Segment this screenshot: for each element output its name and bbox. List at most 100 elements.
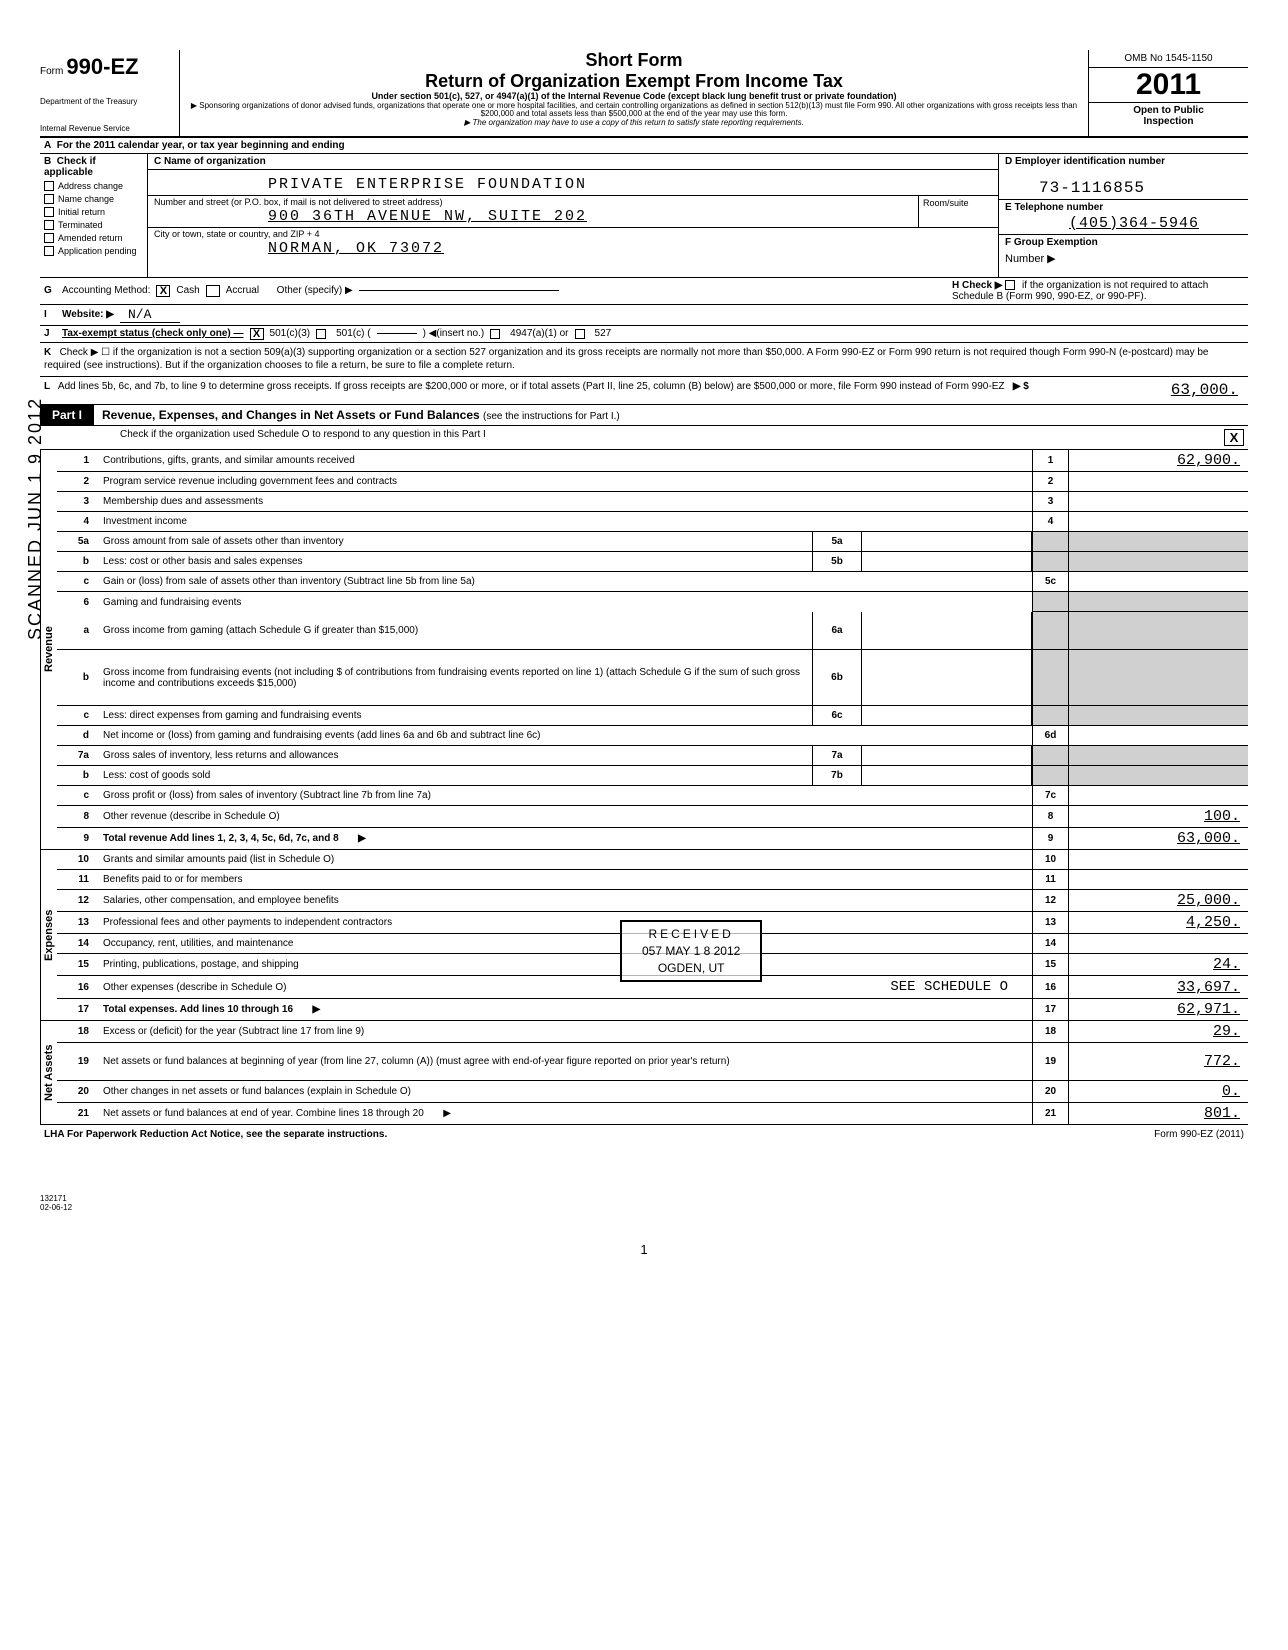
- line-l: L Add lines 5b, 6c, and 7b, to line 9 to…: [40, 377, 1248, 406]
- line-7a: 7a Gross sales of inventory, less return…: [57, 746, 1248, 766]
- title-small1: ▶ Sponsoring organizations of donor advi…: [188, 102, 1080, 119]
- col-b-checkboxes: B Check if applicable Address change Nam…: [40, 154, 148, 277]
- other-specify: Other (specify) ▶: [277, 285, 353, 296]
- form-number: 990-EZ: [66, 54, 138, 79]
- cb-501c3[interactable]: X: [250, 328, 264, 340]
- cb-cash[interactable]: X: [156, 285, 170, 297]
- opt-4947: 4947(a)(1) or: [510, 328, 568, 339]
- line-21: 21 Net assets or fund balances at end of…: [57, 1103, 1248, 1124]
- letter-j: J: [44, 328, 62, 339]
- line-5c: c Gain or (loss) from sale of assets oth…: [57, 572, 1248, 592]
- cb-accrual[interactable]: [206, 285, 220, 297]
- phone-value: (405)364-5946: [999, 215, 1248, 235]
- dept-treasury: Department of the Treasury: [40, 98, 173, 107]
- accounting-method-label: Accounting Method:: [62, 285, 150, 296]
- header-center: Short Form Return of Organization Exempt…: [180, 50, 1088, 136]
- line-k: K Check ▶ ☐ if the organization is not a…: [40, 343, 1248, 377]
- check-o-box[interactable]: X: [1224, 429, 1244, 446]
- net-assets-label: Net Assets: [40, 1021, 57, 1124]
- insert-no: ) ◀(insert no.): [423, 328, 485, 339]
- row-a-text: For the 2011 calendar year, or tax year …: [57, 140, 345, 151]
- line-19: 19 Net assets or fund balances at beginn…: [57, 1043, 1248, 1081]
- title-main: Return of Organization Exempt From Incom…: [188, 71, 1080, 92]
- form-ref: Form 990-EZ (2011): [1154, 1129, 1244, 1140]
- received-l2: 057 MAY 1 8 2012: [642, 943, 740, 960]
- received-l4: OGDEN, UT: [642, 960, 740, 977]
- city-value: NORMAN, OK 73072: [148, 240, 998, 259]
- line-8: 8 Other revenue (describe in Schedule O)…: [57, 806, 1248, 828]
- group-exemption-number: Number ▶: [999, 250, 1248, 277]
- part-1-title: Revenue, Expenses, and Changes in Net As…: [94, 405, 1248, 425]
- opt-501c3: 501(c)(3): [270, 328, 311, 339]
- letter-l: L: [44, 381, 50, 392]
- letter-k: K: [44, 347, 51, 358]
- h-check-label: H Check ▶: [952, 280, 1002, 291]
- revenue-body: 1 Contributions, gifts, grants, and simi…: [57, 450, 1248, 849]
- ein-value: 73-1116855: [999, 169, 1248, 200]
- revenue-section: Revenue 1 Contributions, gifts, grants, …: [40, 450, 1248, 850]
- footer-right: Form 990-EZ (2011): [1064, 1129, 1244, 1140]
- cash-label: Cash: [176, 285, 199, 296]
- form-label: Form: [40, 66, 63, 77]
- check-schedule-o-row: Check if the organization used Schedule …: [40, 426, 1248, 450]
- line-20: 20 Other changes in net assets or fund b…: [57, 1081, 1248, 1103]
- received-l1: RECEIVED: [642, 926, 740, 943]
- footer-left: LHA For Paperwork Reduction Act Notice, …: [44, 1129, 1064, 1140]
- accrual-label: Accrual: [226, 285, 259, 296]
- line-k-text: Check ▶ ☐ if the organization is not a s…: [44, 347, 1208, 372]
- cb-501c[interactable]: [316, 329, 326, 339]
- website-value: N/A: [120, 307, 180, 323]
- open-public: Open to Public: [1133, 105, 1204, 116]
- tax-year: 2011: [1089, 68, 1248, 103]
- net-assets-section: Net Assets 18 Excess or (deficit) for th…: [40, 1021, 1248, 1124]
- check-if-label: Check if applicable: [44, 156, 96, 178]
- line-2: 2 Program service revenue including gove…: [57, 472, 1248, 492]
- street-label: Number and street (or P.O. box, if mail …: [148, 196, 918, 208]
- line-g: G Accounting Method: X Cash Accrual Othe…: [40, 278, 1248, 305]
- line-j: J Tax-exempt status (check only one) — X…: [40, 326, 1248, 343]
- c-name-label: C Name of organization: [148, 154, 998, 170]
- net-assets-body: 18 Excess or (deficit) for the year (Sub…: [57, 1021, 1248, 1124]
- check-o-text: Check if the organization used Schedule …: [120, 429, 944, 446]
- room-suite: Room/suite: [918, 196, 998, 227]
- title-short: Short Form: [188, 50, 1080, 71]
- line-12: 12 Salaries, other compensation, and emp…: [57, 890, 1248, 912]
- header-right: OMB No 1545-1150 2011 Open to Public Ins…: [1088, 50, 1248, 136]
- line-6: 6 Gaming and fundraising events: [57, 592, 1248, 612]
- street-col: Number and street (or P.O. box, if mail …: [148, 196, 918, 227]
- part-1-header: Part I Revenue, Expenses, and Changes in…: [40, 405, 1248, 426]
- line-3: 3 Membership dues and assessments 3: [57, 492, 1248, 512]
- cb-application-pending[interactable]: Application pending: [44, 246, 143, 256]
- cb-schedule-b[interactable]: [1005, 280, 1015, 290]
- line-11: 11 Benefits paid to or for members 11: [57, 870, 1248, 890]
- tax-exempt-label: Tax-exempt status (check only one) —: [62, 328, 244, 339]
- row-a-tax-year: A For the 2011 calendar year, or tax yea…: [40, 138, 1248, 154]
- cb-address-change[interactable]: Address change: [44, 181, 143, 191]
- line-18: 18 Excess or (deficit) for the year (Sub…: [57, 1021, 1248, 1043]
- col-d-ein: D Employer identification number 73-1116…: [998, 154, 1248, 277]
- scanned-stamp: SCANNED JUN 1 9 2012: [25, 397, 46, 640]
- opt-527: 527: [595, 328, 612, 339]
- city-label: City or town, state or country, and ZIP …: [148, 228, 998, 240]
- dept-irs: Internal Revenue Service: [40, 125, 173, 134]
- line-4: 4 Investment income 4: [57, 512, 1248, 532]
- line-l-text: Add lines 5b, 6c, and 7b, to line 9 to d…: [58, 381, 1005, 392]
- cb-4947[interactable]: [490, 329, 500, 339]
- cb-527[interactable]: [575, 329, 585, 339]
- inspection-notice: Open to Public Inspection: [1089, 103, 1248, 129]
- line-6d: d Net income or (loss) from gaming and f…: [57, 726, 1248, 746]
- form-header: Form 990-EZ Department of the Treasury I…: [40, 50, 1248, 138]
- ein-label: D Employer identification number: [999, 154, 1248, 169]
- cb-name-change[interactable]: Name change: [44, 194, 143, 204]
- section-bcd: B Check if applicable Address change Nam…: [40, 154, 1248, 278]
- line-6c: c Less: direct expenses from gaming and …: [57, 706, 1248, 726]
- website-label: Website: ▶: [62, 309, 114, 320]
- line-7b: b Less: cost of goods sold 7b: [57, 766, 1248, 786]
- line-l-arrow: ▶ $: [1013, 381, 1029, 392]
- cb-initial-return[interactable]: Initial return: [44, 207, 143, 217]
- cb-amended[interactable]: Amended return: [44, 233, 143, 243]
- letter-i: I: [44, 309, 62, 320]
- street-row: Number and street (or P.O. box, if mail …: [148, 196, 998, 228]
- page-number: 1: [40, 1242, 1248, 1257]
- cb-terminated[interactable]: Terminated: [44, 220, 143, 230]
